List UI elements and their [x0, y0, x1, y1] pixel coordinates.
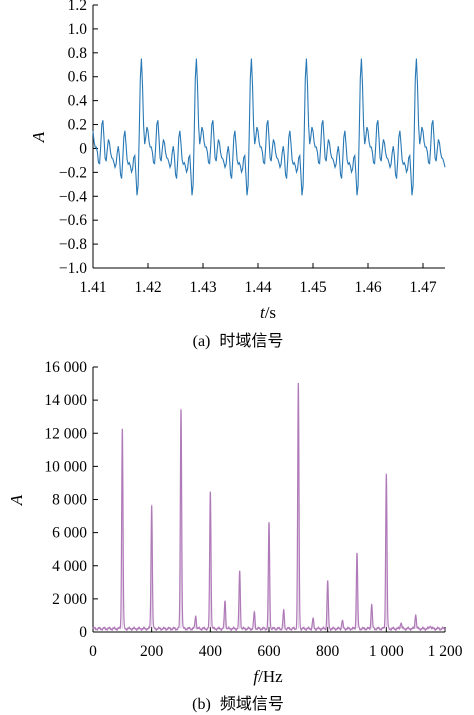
caption-a: (a) 时域信号 — [193, 332, 284, 350]
y-ticks-a: 1.2 1.0 0.8 0.6 0.4 0.2 0 −0.2 −0.4 −0.6 −0.8 −1.0 — [59, 0, 98, 277]
y-tick-label: 0 — [79, 140, 87, 157]
y-tick-label: 2 000 — [52, 591, 87, 608]
y-tick-label: −0.6 — [59, 212, 87, 229]
x-tick-label: 800 — [316, 643, 340, 660]
x-tick-label: 1.43 — [189, 279, 216, 296]
y-tick-label: 0.4 — [68, 93, 88, 110]
x-ticks-a: 1.41 1.42 1.43 1.44 1.45 1.46 1.47 — [79, 263, 437, 296]
x-tick-label: 1.47 — [409, 279, 436, 296]
chart-time-domain: 1.21.00.80.60.40.20−0.2−0.4−0.6−0.8−1.0 … — [29, 0, 446, 350]
x-tick-label: 1.42 — [134, 279, 161, 296]
y-tick-label: 1.0 — [68, 21, 88, 38]
x-tick-label: 1.44 — [244, 279, 271, 296]
x-tick-label: 1.46 — [354, 279, 381, 296]
series-line-spectrum — [92, 382, 446, 632]
y-tick-label: −1.0 — [59, 260, 87, 277]
y-tick-label: 0.8 — [68, 45, 88, 62]
y-tick-label: 0.2 — [68, 117, 87, 134]
x-tick-label: 400 — [199, 643, 223, 660]
x-axis-label-a: t/s — [260, 303, 276, 322]
x-ticks-b: 0 200 400 600 800 1 000 1 200 — [89, 627, 463, 660]
x-tick-label: 1 000 — [369, 643, 404, 660]
caption-b: (b) 频域信号 — [192, 695, 284, 713]
y-tick-label: 10 000 — [44, 458, 87, 475]
y-tick-label: 8 000 — [52, 492, 87, 509]
x-tick-label: 200 — [140, 643, 164, 660]
y-ticks-b: 16 000 14 000 12 000 10 000 8 000 6 000 4 000 2… — [44, 359, 98, 641]
x-tick-label: 1 200 — [428, 643, 463, 660]
y-tick-label: 14 000 — [44, 392, 87, 409]
x-tick-label: 1.41 — [79, 279, 106, 296]
y-tick-label: 0.6 — [68, 69, 88, 86]
y-tick-label: −0.2 — [59, 164, 87, 181]
x-tick-label: 1.45 — [299, 279, 326, 296]
x-axis-label-b: f/Hz — [253, 667, 283, 686]
y-tick-label: 16 000 — [44, 359, 87, 376]
spectrum-peaks — [121, 383, 431, 629]
x-tick-label: 600 — [257, 643, 281, 660]
y-axis-label-b: A — [7, 494, 26, 506]
y-tick-label: −0.8 — [59, 236, 87, 253]
y-tick-label: −0.4 — [59, 188, 87, 205]
y-axis-label-a: A — [29, 131, 48, 143]
y-tick-label: 4 000 — [52, 558, 87, 575]
chart-frequency-domain: 16 000 14 000 12 000 10 000 8 000 6 000 4 000 2… — [7, 359, 463, 713]
y-tick-label: 1.2 — [68, 0, 87, 14]
y-tick-label: 0 — [79, 624, 87, 641]
y-tick-label: 6 000 — [52, 525, 87, 542]
y-tick-label: 12 000 — [44, 425, 87, 442]
x-tick-label: 0 — [89, 643, 97, 660]
series-line-time-signal — [92, 58, 446, 196]
